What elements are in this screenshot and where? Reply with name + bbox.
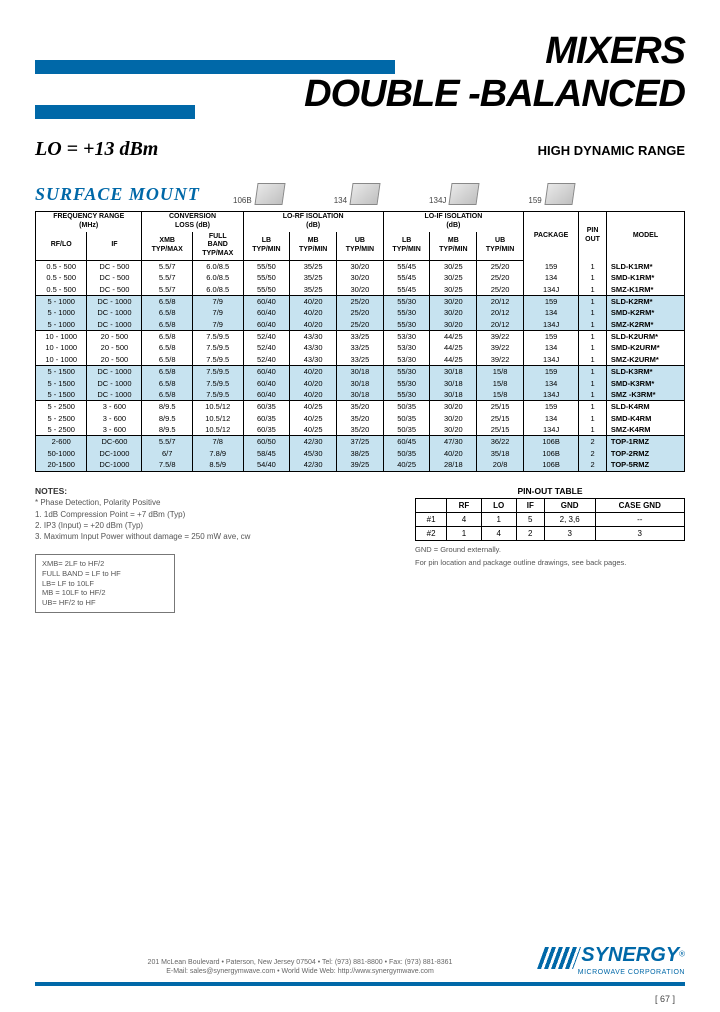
table-row: 5 - 1000DC - 10006.5/87/960/4040/2025/20… (36, 295, 685, 307)
table-row: 5 - 1500DC - 10006.5/87.5/9.560/4040/203… (36, 389, 685, 401)
col-sub: UBTYP/MIN (337, 232, 384, 261)
col-group: LO-RF ISOLATION(dB) (243, 212, 383, 232)
table-row: 5 - 1500DC - 10006.5/87.5/9.560/4040/203… (36, 378, 685, 389)
notes-heading: NOTES: (35, 486, 395, 498)
package-159: 159 (528, 183, 573, 205)
table-row: 5 - 25003 - 6008/9.510.5/1260/3540/2535/… (36, 424, 685, 436)
col-sub: LBTYP/MIN (383, 232, 430, 261)
page-number: [ 67 ] (655, 994, 675, 1004)
pinout-title: PIN-OUT TABLE (415, 486, 685, 496)
col-sub: XMBTYP/MAX (142, 232, 193, 261)
page-footer: 201 McLean Boulevard • Paterson, New Jer… (35, 944, 685, 986)
band-definition-box: XMB= 2LF to HF/2FULL BAND = LF to HFLB= … (35, 554, 175, 613)
package-106B: 106B (233, 183, 284, 205)
col-sub: LBTYP/MIN (243, 232, 290, 261)
logo-subtitle: MICROWAVE CORPORATION (485, 969, 685, 976)
col-sub: IF (87, 232, 142, 261)
table-row: 5 - 1500DC - 10006.5/87.5/9.560/4040/203… (36, 366, 685, 378)
footer-address-2: E-Mail: sales@synergymwave.com • World W… (115, 967, 485, 976)
table-row: 10 - 100020 - 5006.5/87.5/9.552/4043/303… (36, 342, 685, 353)
table-row: 0.5 - 500DC - 5005.5/76.0/8.555/5035/253… (36, 284, 685, 296)
notes-list: * Phase Detection, Polarity Positive1. 1… (35, 497, 395, 542)
table-row: 0.5 - 500DC - 5005.5/76.0/8.555/5035/253… (36, 260, 685, 272)
high-dynamic-range: HIGH DYNAMIC RANGE (538, 143, 685, 158)
pinout-table: RFLOIFGNDCASE GND#14152, 3,6--#214233 (415, 498, 685, 541)
package-134: 134 (334, 183, 379, 205)
col-group: MODEL (606, 212, 684, 261)
pinout-note-gnd: GND = Ground externally. (415, 545, 685, 555)
section-surface-mount: SURFACE MOUNT (35, 184, 215, 205)
table-row: 0.5 - 500DC - 5005.5/76.0/8.555/5035/253… (36, 272, 685, 283)
table-row: 10 - 100020 - 5006.5/87.5/9.552/4043/303… (36, 331, 685, 343)
table-row: 50-1000DC-10006/77.8/958/4545/3038/2550/… (36, 448, 685, 459)
package-134J: 134J (429, 183, 478, 205)
logo-text: SYNERGY (581, 944, 679, 966)
footer-address-1: 201 McLean Boulevard • Paterson, New Jer… (115, 958, 485, 967)
table-row: 5 - 1000DC - 10006.5/87/960/4040/2025/20… (36, 307, 685, 318)
package-icons: 106B 134 134J 159 (223, 183, 685, 205)
table-row: 5 - 25003 - 6008/9.510.5/1260/3540/2535/… (36, 401, 685, 413)
decorative-bar-2 (35, 105, 195, 119)
col-sub: RF/LO (36, 232, 87, 261)
col-group: PINOUT (579, 212, 607, 261)
table-row: 10 - 100020 - 5006.5/87.5/9.552/4043/303… (36, 354, 685, 366)
table-row: 5 - 1000DC - 10006.5/87/960/4040/2025/20… (36, 319, 685, 331)
col-group: CONVERSIONLOSS (dB) (142, 212, 243, 232)
table-row: 5 - 25003 - 6008/9.510.5/1260/3540/2535/… (36, 413, 685, 424)
col-group: FREQUENCY RANGE(MHz) (36, 212, 142, 232)
decorative-bar-1 (35, 60, 395, 74)
table-row: 2-600DC-6005.5/77/860/5042/3037/2560/454… (36, 436, 685, 448)
col-sub: FULLBANDTYP/MAX (192, 232, 243, 261)
logo-bars-icon (536, 947, 580, 969)
col-sub: MBTYP/MIN (290, 232, 337, 261)
table-row: 20-1500DC-10007.5/88.5/954/4042/3039/254… (36, 459, 685, 471)
col-sub: UBTYP/MIN (477, 232, 524, 261)
mixer-spec-table: FREQUENCY RANGE(MHz)CONVERSIONLOSS (dB)L… (35, 211, 685, 472)
col-group: LO-IF ISOLATION(dB) (383, 212, 523, 232)
col-sub: MBTYP/MIN (430, 232, 477, 261)
pinout-note-ref: For pin location and package outline dra… (415, 558, 685, 568)
lo-spec: LO = +13 dBm (35, 138, 158, 161)
col-group: PACKAGE (523, 212, 578, 261)
